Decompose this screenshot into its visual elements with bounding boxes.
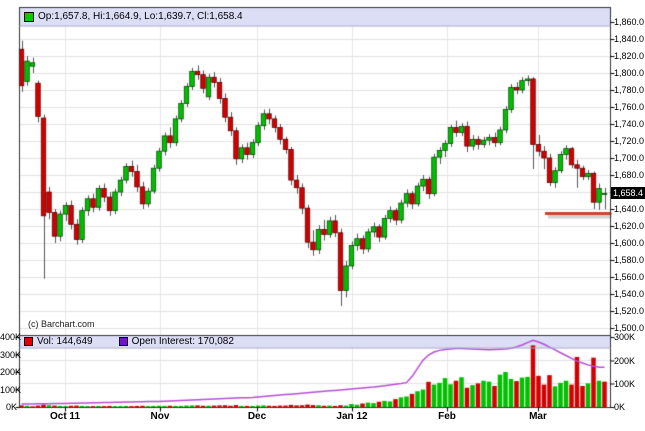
volume-legend-swatch-icon [24,337,33,346]
price-axis-label: 1,720.0 [614,136,645,146]
price-axis-label: 1,740.0 [614,119,645,129]
date-axis-label: Jan 12 [336,411,368,422]
volume-axis-left-label: 300K [0,349,22,360]
price-axis-label: 1,600.0 [614,238,645,248]
price-axis-label: 1,680.0 [614,170,645,180]
open-interest-legend-text: Open Interest: 170,082 [131,336,234,347]
price-axis-label: 1,540.0 [614,289,645,299]
ohlc-legend: Op:1,657.8, Hi:1,664.9, Lo:1,639.7, Cl:1… [24,11,243,22]
ohlc-legend-text: Op:1,657.8, Hi:1,664.9, Lo:1,639.7, Cl:1… [38,11,243,22]
volume-axis-right-label: 200K [614,355,636,366]
volume-legend: Vol: 144,649 Open Interest: 170,082 [24,336,234,347]
date-axis-label: Feb [438,411,456,422]
date-axis-label: Nov [150,411,170,422]
price-axis-label: 1,700.0 [614,153,645,163]
price-axis-label: 1,840.0 [614,34,645,44]
copyright-text: (c) Barchart.com [28,319,95,329]
volume-axis-right-label: 300K [614,332,636,342]
price-axis-label: 1,780.0 [614,85,645,95]
date-axis-label: Oct 11 [49,411,81,422]
date-axis-label: Dec [247,411,267,422]
price-axis-label: 1,580.0 [614,255,645,265]
date-axis-label: Mar [529,411,547,422]
volume-axis-right-label: 100K [614,378,636,389]
open-interest-legend-item: Open Interest: 170,082 [118,336,234,347]
price-axis-label: 1,860.0 [614,17,645,27]
price-axis-label: 1,760.0 [614,102,645,112]
volume-axis-left-label: 200K [0,367,22,377]
price-axis-label: 1,620.0 [614,221,645,231]
price-axis-label: 1,520.0 [614,306,645,316]
volume-axis-left-label: 100K [0,384,22,395]
price-axis-label: 1,560.0 [614,272,645,282]
open-interest-legend-swatch-icon [118,337,128,346]
price-axis-label: 1,820.0 [614,51,645,61]
ohlc-legend-swatch-icon [24,11,34,22]
price-axis-label: 1,640.0 [614,204,645,214]
volume-legend-text: Vol: 144,649 [37,336,93,347]
price-axis-label: 1,800.0 [614,68,645,78]
price-axis-label: 1,500.0 [614,323,645,333]
volume-axis-left-label: 0K [5,402,17,412]
current-price-badge: 1,658.4 [611,187,645,199]
volume-axis-right-label: 0K [614,402,626,412]
volume-axis-left-label: 400K [0,332,22,342]
